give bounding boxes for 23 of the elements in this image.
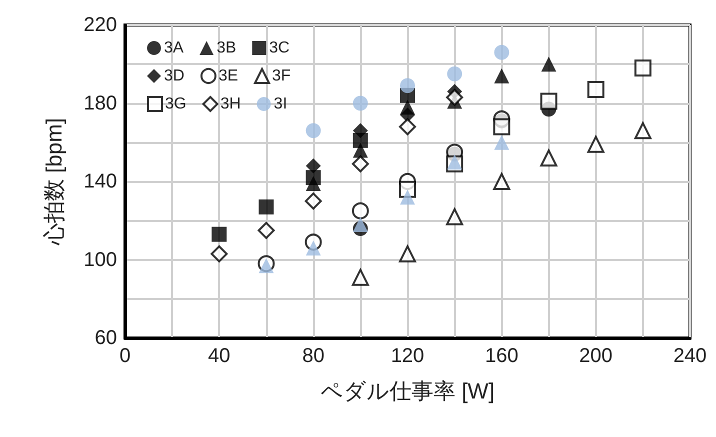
y-tick-label: 140 — [84, 170, 117, 192]
legend-label: 3I — [274, 96, 288, 112]
x-tick-label: 160 — [484, 345, 518, 367]
legend-label: 3A — [164, 40, 184, 56]
y-tick-label: 180 — [84, 92, 117, 114]
x-tick-label: 240 — [673, 345, 707, 367]
y-tick-label: 60 — [94, 327, 117, 349]
legend-label: 3G — [165, 96, 186, 112]
x-tick-label: 40 — [208, 345, 230, 367]
x-tick-label: 200 — [579, 345, 613, 367]
y-tick-label: 220 — [84, 14, 117, 36]
y-axis-title: 心拍数 [bpm] — [42, 118, 66, 246]
legend-label: 3D — [164, 68, 184, 84]
legend-label: 3B — [216, 40, 236, 56]
x-tick-label: 120 — [390, 345, 424, 367]
legend-label: 3F — [272, 68, 291, 84]
x-tick-label: 0 — [119, 345, 131, 367]
x-axis-title: ペダル仕事率 [W] — [320, 378, 495, 404]
legend-label: 3H — [220, 96, 241, 112]
y-tick-label: 100 — [84, 248, 117, 271]
x-tick-label: 80 — [302, 345, 324, 367]
legend-label: 3C — [269, 40, 290, 56]
legend-label: 3E — [218, 68, 238, 84]
